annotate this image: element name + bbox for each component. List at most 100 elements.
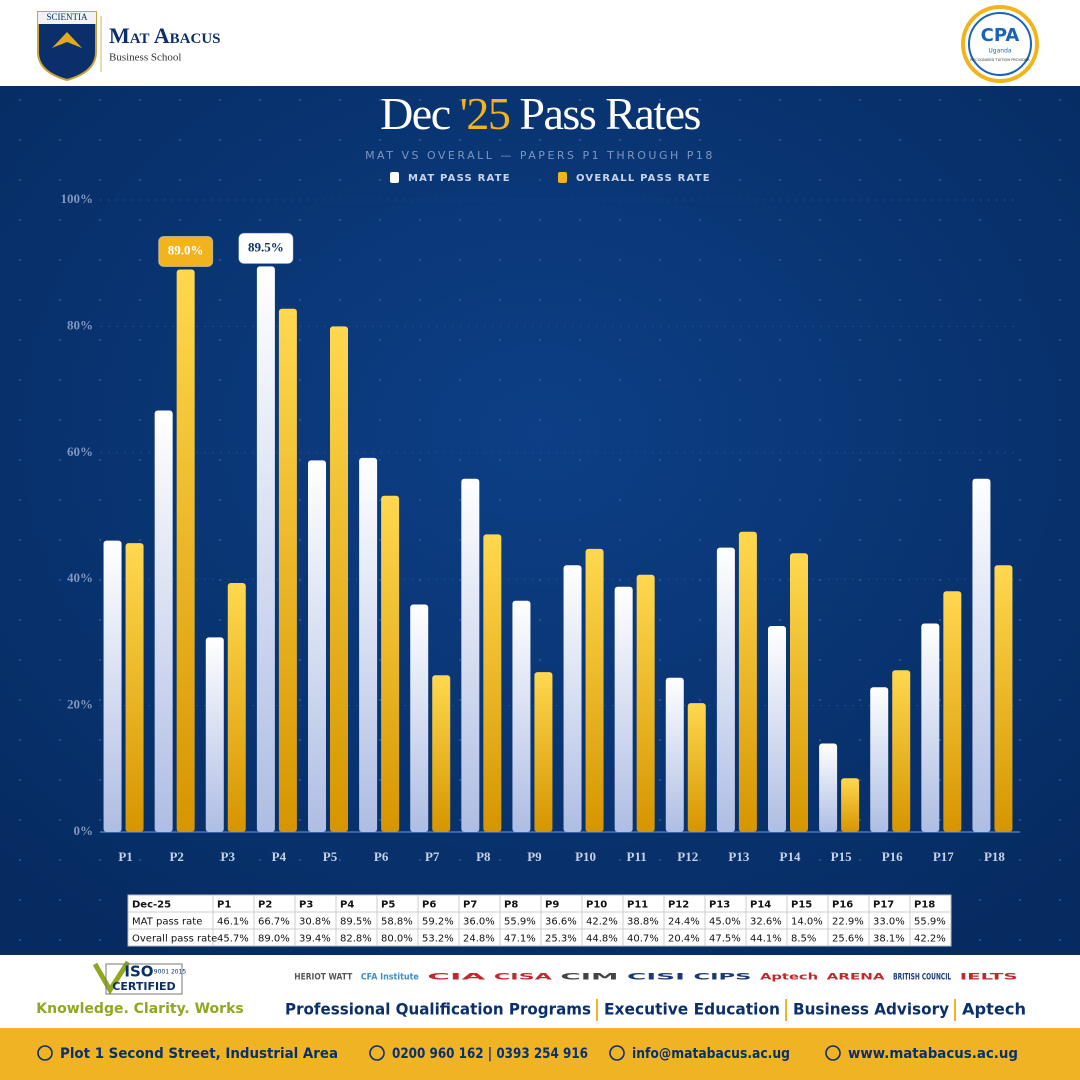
x-tick-label: P15 — [831, 849, 852, 864]
partner-logo: CIM — [560, 973, 618, 983]
table-cell: 55.9% — [504, 917, 536, 928]
table-cell: 45.7% — [217, 934, 249, 945]
bar — [614, 586, 633, 832]
cpa-note: RECOGNISED TUITION PROVIDER — [970, 58, 1030, 62]
bar — [768, 625, 786, 832]
bar — [870, 687, 889, 832]
x-tick-label: P16 — [882, 849, 903, 864]
table-cell: 33.0% — [873, 917, 905, 928]
contact-email: info@matabacus.ac.ug — [632, 1046, 790, 1062]
table-cell: 20.4% — [668, 934, 700, 945]
table-cell: 36.6% — [545, 917, 577, 928]
x-tick-label: P10 — [575, 849, 596, 864]
bar — [716, 547, 735, 832]
table-cell: P2 — [258, 900, 272, 911]
iso-box — [105, 963, 183, 995]
bar — [154, 410, 173, 832]
contact-icon — [37, 1045, 53, 1061]
x-tick-label: P12 — [677, 849, 698, 864]
bar — [563, 565, 582, 832]
title-part: Pass Rates — [519, 88, 700, 139]
bar — [512, 600, 531, 832]
partner-logo: CIA — [427, 973, 485, 983]
legend-swatch — [390, 172, 399, 183]
iso-certified: CERTIFIED — [112, 980, 175, 993]
bar — [308, 460, 326, 832]
bar — [432, 675, 451, 832]
bar — [687, 703, 706, 832]
bar — [819, 743, 838, 832]
contact-address: Plot 1 Second Street, Industrial Area — [60, 1046, 338, 1062]
service: Business Advisory — [793, 1000, 950, 1019]
table-cell: 47.5% — [709, 934, 741, 945]
table-cell: P18 — [914, 900, 935, 911]
partner-logo: IELTS — [960, 973, 1018, 983]
table-cell: 42.2% — [586, 917, 618, 928]
table-cell: 24.4% — [668, 917, 700, 928]
contact-icon — [369, 1045, 385, 1061]
bar — [410, 604, 429, 832]
table-cell: 80.0% — [381, 934, 413, 945]
table-cell: 44.8% — [586, 934, 618, 945]
x-tick-label: P1 — [118, 849, 132, 864]
bar — [585, 548, 604, 832]
table-cell: 42.2% — [914, 934, 946, 945]
brand: Mat Abacus — [109, 23, 221, 48]
table-cell: P7 — [463, 900, 477, 911]
service: Professional Qualification Programs — [285, 1000, 591, 1019]
table-cell: P5 — [381, 900, 395, 911]
partner-logo: ARENA — [827, 973, 885, 983]
table-cell: P1 — [217, 900, 231, 911]
contact-icon — [609, 1045, 625, 1061]
table-cell: 22.9% — [832, 917, 864, 928]
chart-title: Dec '25 Pass Rates — [380, 88, 700, 139]
legend-label: MAT PASS RATE — [408, 173, 511, 184]
legend-swatch — [558, 172, 567, 183]
partner-logo: CIPS — [694, 973, 752, 983]
crest-text: SCIENTIA — [47, 12, 88, 22]
table-cell: 82.8% — [340, 934, 372, 945]
value-label-bg — [158, 236, 214, 268]
bar — [972, 478, 991, 832]
bar — [461, 478, 480, 832]
y-tick-label: 0% — [74, 823, 94, 838]
y-tick-label: 60% — [67, 444, 93, 459]
table-cell: 58.8% — [381, 917, 413, 928]
bar — [738, 531, 757, 832]
table-cell: 25.3% — [545, 934, 577, 945]
bar — [359, 457, 378, 832]
tagline: Knowledge. Clarity. Works — [36, 1001, 243, 1017]
bar — [256, 266, 275, 832]
table-cell: P9 — [545, 900, 559, 911]
x-tick-label: P7 — [425, 849, 440, 864]
partner-logo: HERIOT WATT — [294, 973, 353, 983]
bar — [483, 534, 502, 832]
title-part: Dec — [380, 88, 450, 139]
x-tick-label: P6 — [374, 849, 389, 864]
table-cell: P13 — [709, 900, 730, 911]
y-tick-label: 80% — [67, 317, 93, 332]
table-cell: 46.1% — [217, 917, 249, 928]
y-tick-label: 40% — [67, 570, 93, 585]
table-cell: 40.7% — [627, 934, 659, 945]
iso-nums: 9001 2015 — [154, 969, 187, 976]
chart-subtitle: MAT VS OVERALL — PAPERS P1 THROUGH P18 — [365, 149, 715, 162]
table-cell: 44.1% — [750, 934, 782, 945]
bar — [892, 670, 911, 832]
bar — [205, 637, 224, 832]
partner-logo: Aptech — [760, 973, 818, 983]
table-bg — [127, 894, 952, 947]
partner-logo: BRITISH COUNCIL — [893, 973, 951, 983]
service: Executive Education — [604, 1000, 780, 1019]
table-cell: 47.1% — [504, 934, 536, 945]
table-cell: 55.9% — [914, 917, 946, 928]
table-cell: P8 — [504, 900, 518, 911]
bar — [534, 672, 553, 832]
x-tick-label: P9 — [527, 849, 542, 864]
table-cell: Overall pass rate — [132, 934, 217, 945]
table-cell: P14 — [750, 900, 771, 911]
table-cell: P10 — [586, 900, 607, 911]
x-tick-label: P3 — [221, 849, 236, 864]
table-cell: P12 — [668, 900, 689, 911]
